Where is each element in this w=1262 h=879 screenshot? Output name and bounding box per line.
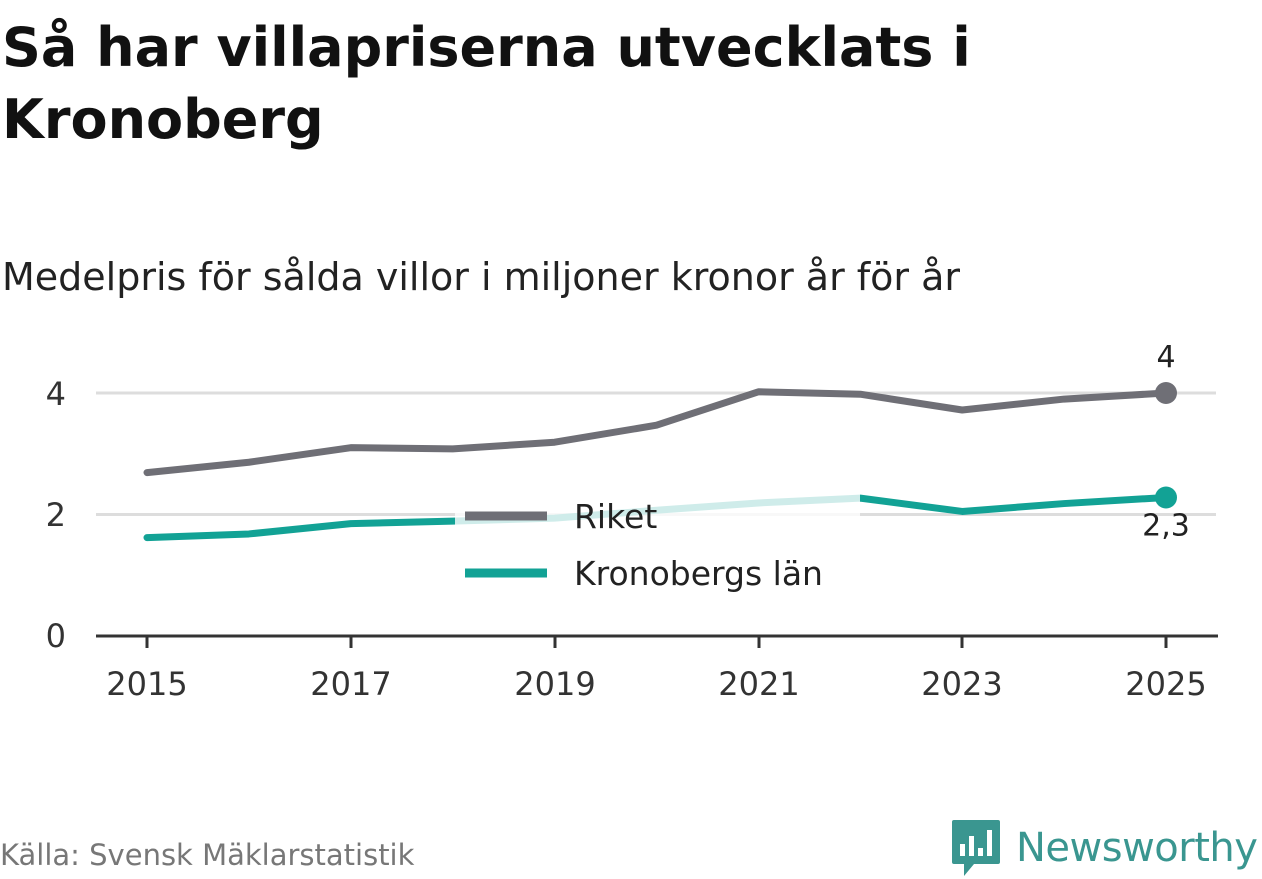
legend-backdrop bbox=[455, 488, 860, 612]
legend: Riket Kronobergs län bbox=[465, 497, 823, 593]
line-chart: 0 2 4 2015 2017 2019 2021 2023 2025 Rike… bbox=[46, 340, 1218, 703]
end-point-kronobergs-lan bbox=[1155, 486, 1177, 509]
x-axis-ticks bbox=[145, 636, 1168, 648]
x-tick-2025: 2025 bbox=[1125, 665, 1206, 703]
legend-label-kronobergs-lan: Kronobergs län bbox=[574, 554, 823, 593]
newsworthy-chart-icon bbox=[952, 820, 1000, 876]
source-note: Källa: Svensk Mäklarstatistik bbox=[0, 838, 415, 872]
end-label-riket: 4 bbox=[1156, 340, 1175, 375]
x-tick-2015: 2015 bbox=[106, 665, 187, 703]
x-tick-2017: 2017 bbox=[310, 665, 391, 703]
chart-title: Så har villapriserna utvecklats i Kronob… bbox=[2, 16, 971, 151]
x-tick-2019: 2019 bbox=[514, 665, 595, 703]
newsworthy-logo: Newsworthy bbox=[950, 818, 1258, 878]
series-line-riket bbox=[143, 388, 1170, 477]
y-axis-labels: 0 2 4 bbox=[46, 375, 66, 655]
y-tick-0: 0 bbox=[46, 617, 66, 655]
chart-subtitle: Medelpris för sålda villor i miljoner kr… bbox=[2, 255, 961, 299]
legend-label-riket: Riket bbox=[574, 497, 657, 536]
y-tick-2: 2 bbox=[46, 496, 66, 534]
y-tick-4: 4 bbox=[46, 375, 66, 413]
end-label-kronobergs-lan: 2,3 bbox=[1142, 508, 1190, 543]
end-point-riket bbox=[1155, 382, 1177, 404]
brand-name: Newsworthy bbox=[1016, 825, 1258, 871]
x-tick-2021: 2021 bbox=[718, 665, 799, 703]
x-axis-labels: 2015 2017 2019 2021 2023 2025 bbox=[106, 665, 1206, 703]
x-tick-2023: 2023 bbox=[921, 665, 1002, 703]
